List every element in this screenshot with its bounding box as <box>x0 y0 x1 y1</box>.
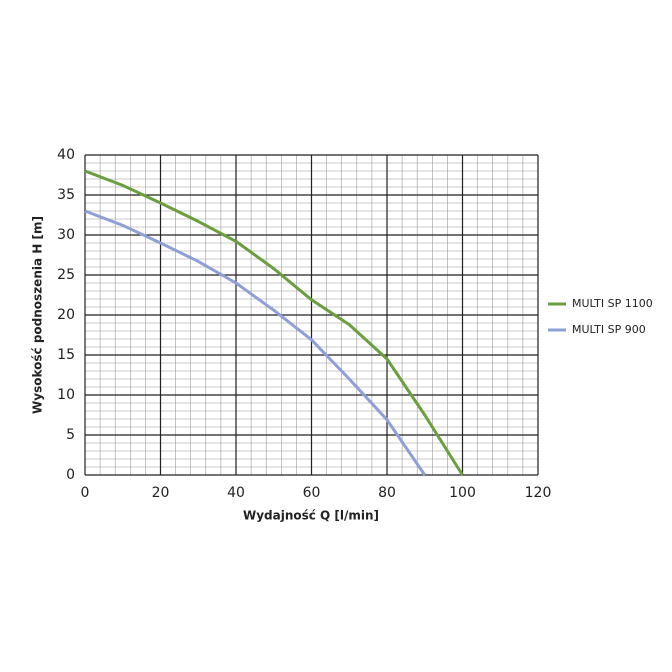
x-tick-label: 60 <box>303 485 321 501</box>
x-tick-label: 20 <box>152 485 170 501</box>
x-axis-label: Wydajność Q [l/min] <box>243 509 379 523</box>
x-tick-label: 120 <box>525 485 552 501</box>
series-line <box>84 169 464 476</box>
series-line <box>84 209 426 476</box>
x-tick-label: 40 <box>227 485 245 501</box>
x-tick-label: 0 <box>81 485 90 501</box>
y-tick-label: 25 <box>57 267 75 283</box>
x-tick-label: 80 <box>378 485 396 501</box>
y-tick-label: 20 <box>57 307 75 323</box>
y-tick-label: 10 <box>57 387 75 403</box>
y-tick-label: 15 <box>57 347 75 363</box>
y-tick-label: 30 <box>57 227 75 243</box>
y-tick-label: 40 <box>57 147 75 163</box>
y-tick-label: 5 <box>66 427 75 443</box>
legend-label: MULTI SP 900 <box>572 323 646 336</box>
x-tick-label: 100 <box>449 485 476 501</box>
y-axis-label: Wysokość podnoszenia H [m] <box>31 216 45 414</box>
legend-label: MULTI SP 1100 <box>572 297 653 310</box>
y-tick-label: 0 <box>66 467 75 483</box>
y-tick-label: 35 <box>57 187 75 203</box>
